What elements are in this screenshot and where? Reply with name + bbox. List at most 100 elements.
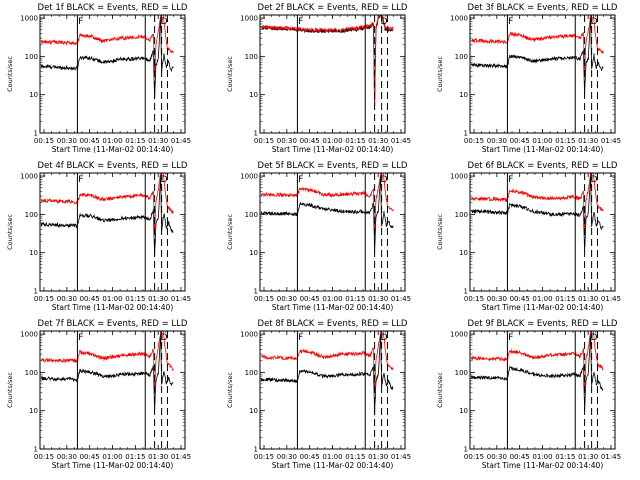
x-tick-label: 01:15 bbox=[555, 295, 575, 303]
panel-title: Det 5f BLACK = Events, RED = LLD bbox=[258, 161, 408, 171]
x-tick-label: 00:45 bbox=[510, 295, 530, 303]
panel-det-2: Det 2f BLACK = Events, RED = LLD Counts/s… bbox=[226, 3, 411, 154]
x-tick-label: 00:30 bbox=[277, 295, 297, 303]
plot-data bbox=[40, 173, 174, 256]
y-tick-label: 100 bbox=[455, 211, 468, 219]
events-series-line bbox=[40, 174, 174, 256]
flag-label: F bbox=[508, 333, 513, 343]
flag-label: D bbox=[161, 17, 168, 27]
y-tick-label: 1 bbox=[254, 288, 258, 296]
y-axis-label: Counts/sec bbox=[436, 214, 444, 250]
panel-det-3: Det 3f BLACK = Events, RED = LLD Counts/s… bbox=[436, 3, 621, 154]
y-tick-label: 1000 bbox=[240, 173, 258, 181]
x-tick-label: 01:45 bbox=[601, 137, 621, 145]
x-tick-label: 01:30 bbox=[368, 295, 388, 303]
x-axis-label: Start Time (11-Mar-02 00:14:40) bbox=[482, 303, 604, 312]
x-axis-label: Start Time (11-Mar-02 00:14:40) bbox=[272, 145, 394, 154]
y-tick-label: 1 bbox=[254, 446, 258, 454]
x-tick-label: 01:15 bbox=[345, 453, 365, 461]
flag-label: F bbox=[78, 333, 83, 343]
flag-label: F bbox=[508, 175, 513, 185]
y-tick-label: 10 bbox=[459, 407, 468, 415]
x-tick-label: 01:45 bbox=[391, 453, 411, 461]
plot-frame bbox=[259, 172, 406, 292]
x-tick-label: 01:00 bbox=[102, 453, 122, 461]
x-tick-label: 00:15 bbox=[34, 295, 54, 303]
y-tick-label: 1000 bbox=[450, 331, 468, 339]
flag-label: D bbox=[591, 333, 598, 343]
y-tick-label: 100 bbox=[245, 53, 258, 61]
x-tick-label: 01:45 bbox=[601, 295, 621, 303]
panel-det-8: Det 8f BLACK = Events, RED = LLD Counts/s… bbox=[226, 319, 411, 470]
x-tick-label: 01:45 bbox=[171, 295, 191, 303]
plot-frame bbox=[259, 330, 406, 450]
flag-label: F bbox=[78, 17, 83, 27]
y-tick-label: 100 bbox=[455, 53, 468, 61]
x-tick-label: 01:00 bbox=[102, 295, 122, 303]
x-tick-label: 00:45 bbox=[80, 295, 100, 303]
y-tick-label: 1000 bbox=[20, 331, 38, 339]
x-tick-label: 00:15 bbox=[254, 137, 274, 145]
x-tick-label: 00:45 bbox=[80, 453, 100, 461]
panel-title: Det 9f BLACK = Events, RED = LLD bbox=[468, 319, 618, 329]
plot-data bbox=[260, 15, 394, 108]
panel-title: Det 1f BLACK = Events, RED = LLD bbox=[38, 3, 188, 13]
y-tick-label: 10 bbox=[29, 407, 38, 415]
x-axis-label: Start Time (11-Mar-02 00:14:40) bbox=[272, 461, 394, 470]
x-tick-label: 00:30 bbox=[487, 137, 507, 145]
x-tick-label: 01:30 bbox=[578, 295, 598, 303]
panel-det-6: Det 6f BLACK = Events, RED = LLD Counts/s… bbox=[436, 161, 621, 312]
y-tick-label: 1000 bbox=[450, 15, 468, 23]
panel-title: Det 3f BLACK = Events, RED = LLD bbox=[468, 3, 618, 13]
x-tick-label: 01:15 bbox=[125, 295, 145, 303]
plot-frame bbox=[469, 330, 616, 450]
x-tick-label: 01:45 bbox=[601, 453, 621, 461]
panel-det-4: Det 4f BLACK = Events, RED = LLD Counts/s… bbox=[6, 161, 191, 312]
x-tick-label: 00:15 bbox=[464, 295, 484, 303]
x-axis-label: Start Time (11-Mar-02 00:14:40) bbox=[52, 461, 174, 470]
x-tick-label: 01:30 bbox=[368, 453, 388, 461]
panel-det-5: Det 5f BLACK = Events, RED = LLD Counts/s… bbox=[226, 161, 411, 312]
x-tick-label: 01:30 bbox=[578, 453, 598, 461]
x-tick-label: 01:00 bbox=[532, 295, 552, 303]
panel-det-1: Det 1f BLACK = Events, RED = LLD Counts/s… bbox=[6, 3, 191, 154]
y-axis-label: Counts/sec bbox=[6, 372, 14, 408]
plot-data bbox=[260, 173, 394, 254]
lld-series-line bbox=[260, 173, 394, 234]
y-tick-label: 100 bbox=[245, 211, 258, 219]
y-axis-label: Counts/sec bbox=[226, 372, 234, 408]
x-tick-label: 00:45 bbox=[510, 453, 530, 461]
flag-label: F bbox=[78, 175, 83, 185]
x-tick-label: 00:30 bbox=[487, 295, 507, 303]
x-tick-label: 00:30 bbox=[57, 137, 77, 145]
y-tick-label: 100 bbox=[455, 369, 468, 377]
y-tick-label: 1000 bbox=[240, 331, 258, 339]
lld-series-line bbox=[471, 15, 604, 75]
events-series-line bbox=[40, 331, 174, 412]
x-tick-label: 00:15 bbox=[34, 137, 54, 145]
x-tick-label: 01:45 bbox=[171, 137, 191, 145]
plot-frame bbox=[39, 172, 186, 292]
flag-label: D bbox=[591, 175, 598, 185]
x-axis-label: Start Time (11-Mar-02 00:14:40) bbox=[52, 145, 174, 154]
y-tick-label: 100 bbox=[25, 53, 38, 61]
panel-title: Det 4f BLACK = Events, RED = LLD bbox=[38, 161, 188, 171]
y-axis-label: Counts/sec bbox=[226, 56, 234, 92]
lld-series-line bbox=[40, 173, 174, 234]
plot-frame bbox=[259, 14, 406, 134]
panel-title: Det 7f BLACK = Events, RED = LLD bbox=[38, 319, 188, 329]
plot-frame bbox=[469, 172, 616, 292]
panel-det-9: Det 9f BLACK = Events, RED = LLD Counts/s… bbox=[436, 319, 621, 470]
x-tick-label: 00:15 bbox=[464, 453, 484, 461]
x-tick-label: 01:00 bbox=[322, 137, 342, 145]
y-tick-label: 100 bbox=[245, 369, 258, 377]
x-tick-label: 01:15 bbox=[555, 453, 575, 461]
y-tick-label: 1 bbox=[464, 446, 468, 454]
y-tick-label: 1 bbox=[254, 130, 258, 138]
x-tick-label: 01:15 bbox=[125, 453, 145, 461]
y-tick-label: 1 bbox=[464, 130, 468, 138]
x-tick-label: 00:30 bbox=[277, 453, 297, 461]
x-tick-label: 01:00 bbox=[322, 453, 342, 461]
x-tick-label: 01:30 bbox=[578, 137, 598, 145]
